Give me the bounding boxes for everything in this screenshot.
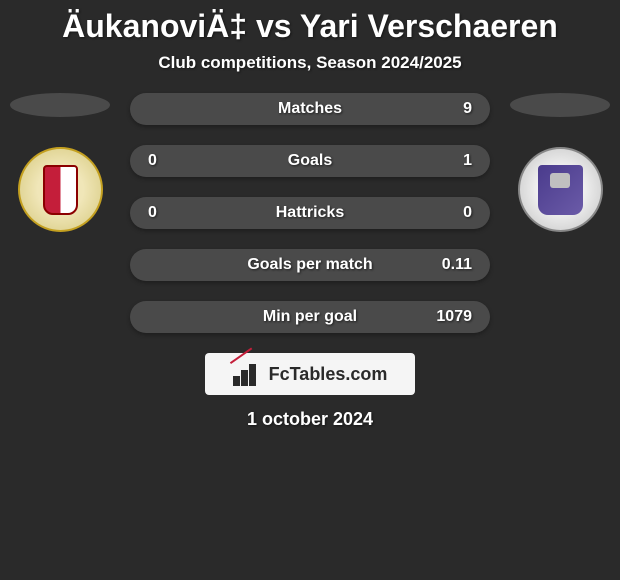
stat-left-value: 0	[148, 152, 208, 170]
stat-row-min-per-goal: Min per goal 1079	[130, 301, 490, 333]
comparison-area: Matches 9 0 Goals 1 0 Hattricks 0 Goals …	[10, 93, 610, 333]
stat-right-value: 1079	[412, 308, 472, 326]
stat-right-value: 1	[412, 152, 472, 170]
main-container: ÄukanoviÄ‡ vs Yari Verschaeren Club comp…	[0, 0, 620, 430]
stat-label: Matches	[208, 100, 412, 118]
stat-right-value: 0.11	[412, 256, 472, 274]
page-subtitle: Club competitions, Season 2024/2025	[10, 49, 610, 93]
team-column-right	[510, 93, 610, 232]
stat-left-value: 0	[148, 204, 208, 222]
stat-row-hattricks: 0 Hattricks 0	[130, 197, 490, 229]
stat-right-value: 9	[412, 100, 472, 118]
team-shield-right-icon	[538, 165, 583, 215]
stat-right-value: 0	[412, 204, 472, 222]
stats-column: Matches 9 0 Goals 1 0 Hattricks 0 Goals …	[130, 93, 490, 333]
stat-row-goals-per-match: Goals per match 0.11	[130, 249, 490, 281]
player-shadow-left	[10, 93, 110, 117]
stat-row-matches: Matches 9	[130, 93, 490, 125]
team-column-left	[10, 93, 110, 232]
stat-label: Goals per match	[208, 256, 412, 274]
footer-logo-text: FcTables.com	[269, 364, 388, 385]
stat-row-goals: 0 Goals 1	[130, 145, 490, 177]
player-shadow-right	[510, 93, 610, 117]
team-badge-left	[18, 147, 103, 232]
page-title: ÄukanoviÄ‡ vs Yari Verschaeren	[10, 0, 610, 49]
footer-logo[interactable]: FcTables.com	[205, 353, 415, 395]
stat-label: Min per goal	[208, 308, 412, 326]
footer-date: 1 october 2024	[10, 409, 610, 430]
chart-icon	[233, 362, 263, 386]
stat-label: Hattricks	[208, 204, 412, 222]
stat-label: Goals	[208, 152, 412, 170]
team-shield-left-icon	[43, 165, 78, 215]
team-badge-right	[518, 147, 603, 232]
